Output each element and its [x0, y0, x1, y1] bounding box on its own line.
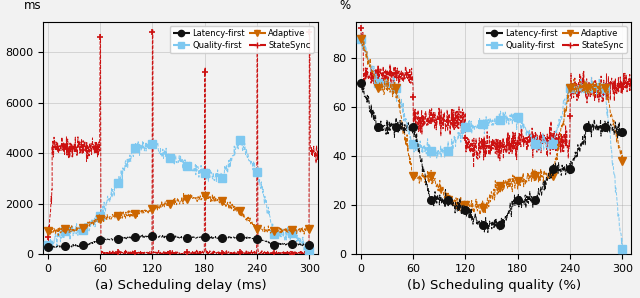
- Y-axis label: %: %: [340, 0, 351, 13]
- Legend: Latency-first, Quality-first, Adaptive, StateSync: Latency-first, Quality-first, Adaptive, …: [170, 26, 314, 53]
- X-axis label: (a) Scheduling delay (ms): (a) Scheduling delay (ms): [95, 280, 267, 292]
- X-axis label: (b) Scheduling quality (%): (b) Scheduling quality (%): [406, 280, 581, 292]
- Legend: Latency-first, Quality-first, Adaptive, StateSync: Latency-first, Quality-first, Adaptive, …: [483, 26, 627, 53]
- Y-axis label: ms: ms: [24, 0, 41, 13]
